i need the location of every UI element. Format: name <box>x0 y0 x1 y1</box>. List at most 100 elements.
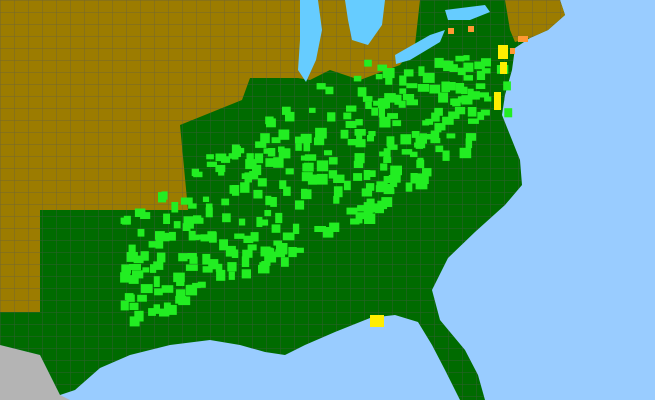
county-present <box>474 61 485 70</box>
county-present <box>384 93 396 103</box>
county-present <box>264 210 272 217</box>
county-present <box>484 96 492 102</box>
county-present <box>431 112 440 122</box>
county-present <box>410 151 418 158</box>
county-present <box>161 285 174 293</box>
county-present <box>275 212 283 224</box>
county-present <box>257 219 269 226</box>
county-present <box>202 253 211 265</box>
county-present <box>205 207 213 218</box>
county-present <box>442 116 454 125</box>
county-present <box>328 157 338 165</box>
county-present <box>353 173 363 181</box>
county-present <box>383 188 395 195</box>
county-present <box>350 218 360 225</box>
county-present <box>129 302 139 310</box>
county-present <box>373 203 380 213</box>
county-present <box>148 241 158 248</box>
county-present <box>279 180 287 189</box>
county-present <box>278 129 290 140</box>
county-present <box>417 179 424 190</box>
county-present <box>173 272 185 283</box>
county-present <box>383 148 391 159</box>
county-present <box>288 247 297 258</box>
county-present <box>222 213 231 223</box>
county-present <box>377 200 388 210</box>
county-present <box>133 255 144 264</box>
county-orange <box>448 28 454 34</box>
county-present <box>295 200 305 210</box>
county-present <box>156 252 166 263</box>
county-present <box>241 269 251 279</box>
county-present <box>265 158 275 167</box>
county-present <box>445 82 456 91</box>
county-present <box>200 234 212 242</box>
county-present <box>376 181 388 192</box>
county-present <box>354 153 365 164</box>
county-present <box>385 184 394 190</box>
county-present <box>225 245 236 257</box>
county-present <box>403 69 414 77</box>
county-present <box>418 66 425 77</box>
county-present <box>429 84 441 94</box>
county-present <box>353 160 364 168</box>
county-present <box>340 129 349 139</box>
county-present <box>385 74 393 85</box>
county-present <box>283 186 291 196</box>
county-yellow <box>500 62 507 74</box>
county-present <box>228 271 235 280</box>
county-present <box>189 256 198 264</box>
county-present <box>364 213 376 224</box>
county-present <box>154 288 163 296</box>
county-present <box>463 62 474 72</box>
county-present <box>477 111 485 120</box>
county-present <box>315 127 327 139</box>
county-present <box>454 107 466 115</box>
county-present <box>120 272 131 283</box>
county-present <box>333 186 343 198</box>
county-present <box>468 118 479 124</box>
county-present <box>345 121 357 128</box>
county-present <box>365 183 375 191</box>
county-present <box>392 120 402 127</box>
county-present <box>208 259 219 270</box>
county-present <box>243 235 254 243</box>
county-present <box>463 75 473 81</box>
county-present <box>422 120 429 126</box>
county-present <box>416 159 425 169</box>
county-present <box>191 168 199 177</box>
county-present <box>260 246 271 257</box>
county-present <box>134 310 144 322</box>
county-present <box>394 94 402 105</box>
county-present <box>232 185 240 196</box>
county-present <box>285 168 294 175</box>
county-present <box>373 100 384 106</box>
county-present <box>398 100 406 108</box>
county-present <box>369 170 376 177</box>
county-present <box>185 284 198 296</box>
county-present <box>382 68 395 79</box>
county-present <box>278 148 291 159</box>
county-present <box>148 308 156 316</box>
county-present <box>366 198 375 209</box>
county-present <box>169 231 176 241</box>
county-present <box>128 275 139 284</box>
county-present <box>390 177 398 188</box>
county-present <box>250 232 259 242</box>
county-present <box>405 182 413 192</box>
county-present <box>227 262 237 272</box>
county-present <box>295 247 304 253</box>
county-present <box>470 91 480 100</box>
county-present <box>153 261 164 270</box>
county-present <box>481 68 491 74</box>
county-present <box>273 157 284 168</box>
county-present <box>153 276 160 287</box>
county-present <box>465 138 473 149</box>
county-present <box>477 92 489 98</box>
county-present <box>273 240 283 246</box>
county-present <box>365 206 378 212</box>
county-present <box>461 86 468 95</box>
county-present <box>240 182 250 193</box>
county-present <box>202 196 210 202</box>
mexico-land <box>0 345 70 400</box>
